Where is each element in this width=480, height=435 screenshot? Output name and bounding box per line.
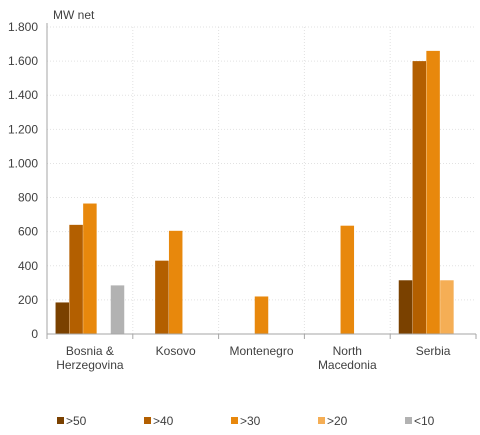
y-axis-unit-label: MW net bbox=[53, 8, 95, 22]
y-tick-label: 600 bbox=[18, 225, 38, 239]
y-tick-label: 200 bbox=[18, 293, 38, 307]
y-tick-label: 1.200 bbox=[8, 122, 38, 136]
y-tick-label: 1.800 bbox=[8, 20, 38, 34]
bar-0-0 bbox=[55, 302, 70, 334]
bar-0-1 bbox=[69, 224, 83, 334]
legend-label: >50 bbox=[66, 414, 87, 428]
bar-1-2 bbox=[168, 230, 183, 334]
bar-4-0 bbox=[398, 280, 413, 334]
legend-label: >30 bbox=[240, 414, 261, 428]
y-tick-label: 0 bbox=[31, 327, 38, 341]
y-tick-label: 1.000 bbox=[8, 156, 38, 170]
bars bbox=[55, 50, 454, 334]
x-tick-label: Montenegro bbox=[229, 344, 293, 358]
x-axis: Bosnia & Herzegovina Kosovo Montenegro North… bbox=[46, 333, 477, 372]
x-tick-label: Kosovo bbox=[156, 344, 196, 358]
y-tick-label: 400 bbox=[18, 259, 38, 273]
legend-swatch bbox=[144, 417, 151, 424]
legend: >50 >40 >30 >20 <10 bbox=[57, 414, 435, 428]
legend-swatch bbox=[405, 417, 412, 424]
legend-label: >20 bbox=[327, 414, 348, 428]
bar-4-3 bbox=[440, 280, 454, 334]
y-tick-label: 1.400 bbox=[8, 88, 38, 102]
bar-0-4 bbox=[110, 285, 125, 334]
gridlines bbox=[47, 26, 476, 334]
bar-0-2 bbox=[83, 203, 97, 334]
bar-2-2 bbox=[254, 296, 269, 334]
bar-4-1 bbox=[412, 61, 427, 334]
legend-label: >40 bbox=[153, 414, 174, 428]
legend-label: <10 bbox=[414, 414, 435, 428]
legend-swatch bbox=[231, 417, 238, 424]
y-axis: 0 200 400 600 800 1.000 1.200 1.400 1.600 1.800 bbox=[8, 20, 48, 341]
x-tick-label: Serbia bbox=[416, 344, 451, 358]
bar-1-1 bbox=[155, 260, 169, 334]
bar-3-2 bbox=[340, 225, 355, 334]
legend-swatch bbox=[57, 417, 64, 424]
y-tick-label: 800 bbox=[18, 191, 38, 205]
x-tick-label: Bosnia & Herzegovina bbox=[56, 344, 124, 372]
legend-swatch bbox=[318, 417, 325, 424]
y-tick-label: 1.600 bbox=[8, 54, 38, 68]
bar-4-2 bbox=[426, 50, 440, 334]
x-tick-label: North Macedonia bbox=[318, 344, 377, 372]
